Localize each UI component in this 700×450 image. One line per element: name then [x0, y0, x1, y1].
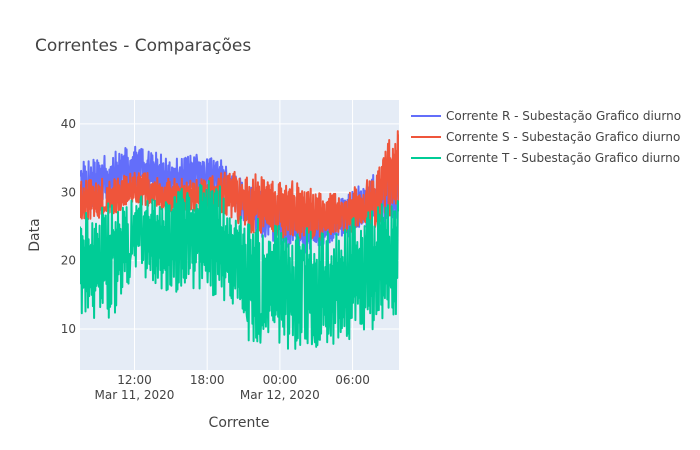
chart-title: Correntes - Comparações	[35, 36, 251, 56]
x-tick-label: 06:00	[335, 373, 370, 387]
legend-item-3[interactable]: Corrente T - Subestação Grafico diurno	[411, 151, 680, 165]
series-line-2[interactable]	[80, 130, 399, 241]
y-tick-label: 40	[61, 117, 76, 131]
x-tick-date-label: Mar 12, 2020	[240, 388, 320, 402]
legend-label: Corrente S - Subestação Grafico diurno	[446, 130, 680, 144]
legend-item-1[interactable]: Corrente R - Subestação Grafico diurno	[411, 109, 681, 123]
x-tick-label: 18:00	[190, 373, 225, 387]
legend-item-2[interactable]: Corrente S - Subestação Grafico diurno	[411, 130, 680, 144]
legend-label: Corrente R - Subestação Grafico diurno	[446, 109, 681, 123]
y-tick-label: 10	[61, 322, 76, 336]
y-axis-title: Data	[27, 218, 43, 251]
x-tick-label: 12:00	[117, 373, 152, 387]
legend-label: Corrente T - Subestação Grafico diurno	[446, 151, 680, 165]
y-tick-label: 20	[61, 254, 76, 268]
x-tick-date-label: Mar 11, 2020	[95, 388, 175, 402]
x-axis-title: Corrente	[209, 415, 270, 431]
plot-area[interactable]	[80, 130, 399, 350]
x-tick-label: 00:00	[263, 373, 298, 387]
y-tick-label: 30	[61, 185, 76, 199]
legend[interactable]: Corrente R - Subestação Grafico diurno Co…	[411, 109, 681, 165]
series-line-3[interactable]	[80, 180, 399, 350]
y-axis: 10 20 30 40	[61, 117, 76, 336]
